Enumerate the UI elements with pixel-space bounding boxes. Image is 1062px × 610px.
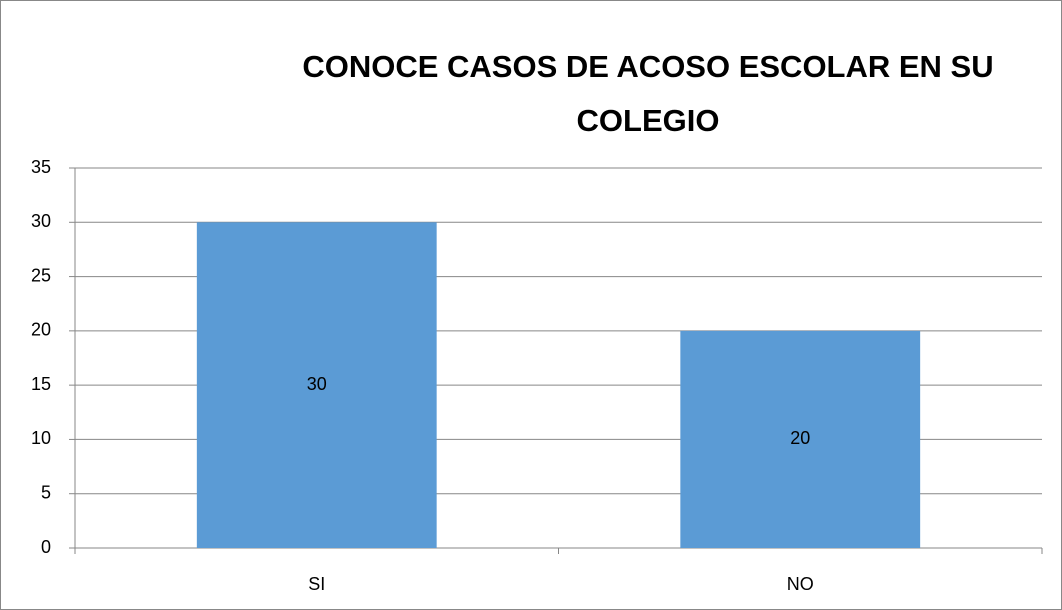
- y-tick-label: 5: [41, 482, 51, 502]
- y-tick-label: 10: [31, 428, 51, 448]
- data-label: 30: [307, 374, 327, 394]
- bar: [196, 222, 437, 549]
- y-tick-label: 30: [31, 211, 51, 231]
- y-tick-label: 25: [31, 265, 51, 285]
- x-tick-label: SI: [308, 574, 325, 594]
- y-tick-label: 20: [31, 320, 51, 340]
- data-label: 20: [790, 428, 810, 448]
- bar: [680, 330, 921, 548]
- chart-title: CONOCE CASOS DE ACOSO ESCOLAR EN SU COLE…: [302, 49, 994, 138]
- y-tick-label: 15: [31, 374, 51, 394]
- y-tick-label: 35: [31, 157, 51, 177]
- y-tick-label: 0: [41, 537, 51, 557]
- x-tick-label: NO: [787, 574, 814, 594]
